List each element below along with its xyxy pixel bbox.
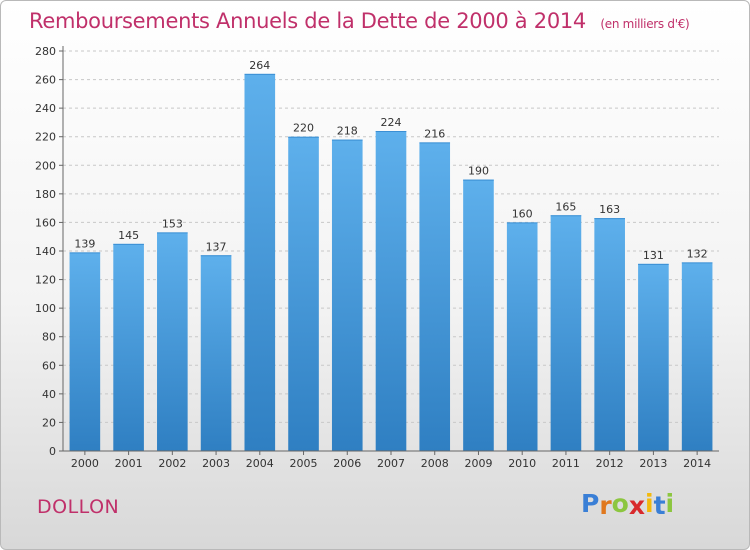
x-tick-label: 2012 [596,457,624,470]
data-label: 163 [599,203,620,216]
bar [200,255,232,451]
data-label: 165 [555,200,576,213]
y-tick-label: 220 [35,131,56,144]
data-label: 190 [468,165,489,178]
logo-letter: o [611,489,629,518]
x-tick-label: 2005 [290,457,318,470]
logo-letter: r [599,491,612,520]
bar [375,131,407,451]
data-label: 264 [249,59,270,72]
y-tick-label: 20 [42,416,56,429]
y-tick-label: 280 [35,45,56,58]
bar [463,179,494,452]
y-tick-label: 160 [35,216,56,229]
y-tick-label: 120 [35,274,56,287]
logo-letter: i [665,489,675,518]
bar [638,263,669,451]
bars [69,73,713,452]
logo-letter: t [653,491,666,520]
logo-letter: i [645,489,654,518]
data-label: 139 [74,237,95,250]
x-tick-label: 2006 [333,457,361,470]
chart-title: Remboursements Annuels de la Dette de 20… [29,9,690,33]
bar [244,73,276,451]
x-tick-label: 2010 [508,457,536,470]
bar [681,262,713,451]
bar [506,222,538,451]
data-label: 131 [643,249,664,262]
bar [594,218,625,451]
y-tick-label: 260 [35,74,56,87]
x-tick-label: 2013 [639,457,667,470]
x-tick-label: 2001 [115,457,143,470]
bar [419,142,451,451]
y-tick-label: 40 [42,388,56,401]
x-tick-label: 2002 [158,457,186,470]
data-label: 216 [424,127,445,140]
logo-letter: P [581,489,600,518]
data-label: 224 [381,116,402,129]
x-tick-label: 2004 [246,457,274,470]
data-label: 137 [206,240,227,253]
x-tick-label: 2003 [202,457,230,470]
x-tick-label: 2011 [552,457,580,470]
data-label: 160 [512,207,533,220]
bar [288,136,319,451]
data-label: 220 [293,122,314,135]
y-tick-label: 100 [35,302,56,315]
data-label: 145 [118,229,139,242]
bar [331,139,363,452]
y-tick-label: 140 [35,245,56,258]
y-tick-label: 240 [35,102,56,115]
x-tick-label: 2000 [71,457,99,470]
data-label: 132 [687,247,708,260]
y-tick-label: 0 [49,445,56,458]
bar [69,252,101,451]
data-label: 218 [337,125,358,138]
chart-title-text: Remboursements Annuels de la Dette de 20… [29,9,586,33]
x-tick-label: 2008 [421,457,449,470]
y-tick-label: 80 [42,331,56,344]
y-tick-label: 200 [35,159,56,172]
proxiti-logo: Proxiti [581,489,675,520]
chart-subtitle: (en milliers d'€) [600,17,690,31]
x-tick-label: 2007 [377,457,405,470]
bar [157,232,188,451]
labels: 0 20 40 60 80 100 120 140 160 180 200 220 240 260 280 1… [35,45,711,470]
data-label: 153 [162,217,183,230]
x-tick-label: 2009 [464,457,492,470]
bar [113,243,144,451]
place-name: DOLLON [37,496,120,518]
logo-letter: x [628,491,645,520]
bar [550,215,582,451]
y-tick-label: 180 [35,188,56,201]
axes [59,46,719,455]
y-tick-label: 60 [42,359,56,372]
x-tick-label: 2014 [683,457,711,470]
